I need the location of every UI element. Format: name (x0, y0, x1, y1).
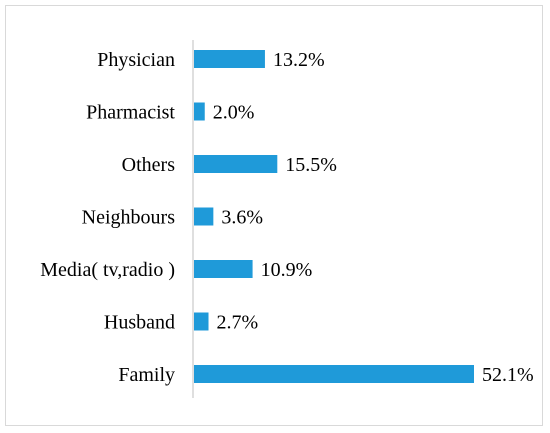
bar-neighbours (194, 207, 214, 226)
bar-family (194, 365, 474, 383)
bar-physician (194, 50, 265, 68)
category-label: Family (118, 364, 175, 386)
value-label: 13.2% (273, 49, 325, 71)
bar-pharmacist (194, 102, 205, 121)
category-label: Pharmacist (86, 102, 175, 124)
value-label: 52.1% (482, 364, 534, 386)
category-label: Media( tv,radio ) (40, 259, 175, 281)
category-label: Others (122, 154, 176, 176)
chart-frame (5, 5, 543, 426)
category-label: Physician (97, 49, 175, 71)
bar-others (194, 155, 278, 173)
bar-husband (194, 312, 209, 331)
value-label: 3.6% (221, 207, 263, 229)
value-label: 10.9% (261, 259, 313, 281)
value-label: 2.0% (213, 102, 255, 124)
category-label: Husband (104, 312, 175, 334)
value-label: 2.7% (217, 312, 259, 334)
value-label: 15.5% (285, 154, 337, 176)
bar-media-tv-radio (194, 260, 253, 278)
category-label: Neighbours (82, 207, 176, 229)
